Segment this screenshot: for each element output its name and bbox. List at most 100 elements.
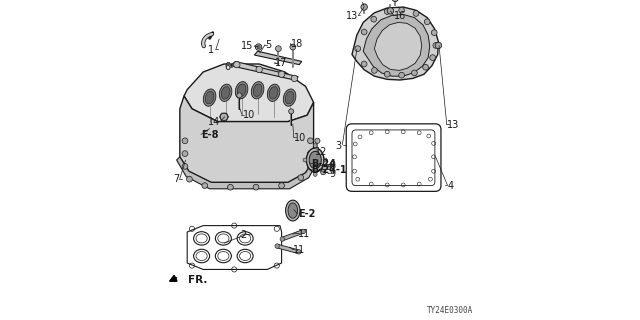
Circle shape [182,164,188,169]
Circle shape [303,158,307,162]
Circle shape [256,66,262,73]
Polygon shape [374,22,422,70]
Text: 18: 18 [291,39,303,49]
Circle shape [290,44,296,50]
Circle shape [435,42,442,49]
Circle shape [182,151,188,156]
Circle shape [361,4,367,10]
Circle shape [279,183,285,188]
Text: 10: 10 [294,132,307,143]
Ellipse shape [205,91,214,104]
Circle shape [323,158,328,162]
Polygon shape [364,14,430,76]
Circle shape [422,64,429,70]
Text: 6: 6 [224,62,230,72]
Ellipse shape [221,86,230,99]
Bar [322,164,330,169]
Text: TY24E0300A: TY24E0300A [428,306,474,315]
Circle shape [361,61,367,67]
Circle shape [228,184,234,190]
Circle shape [315,138,320,143]
Ellipse shape [284,89,296,106]
Ellipse shape [252,82,264,99]
Text: FR.: FR. [188,275,207,285]
Ellipse shape [285,91,294,104]
Text: 12: 12 [315,147,328,157]
Circle shape [237,93,242,98]
Circle shape [307,138,314,144]
Text: 1: 1 [207,44,214,55]
Circle shape [182,138,188,144]
Circle shape [220,113,228,121]
Text: 14: 14 [208,116,220,127]
Circle shape [187,176,192,182]
Ellipse shape [237,84,246,97]
Ellipse shape [309,151,321,169]
Circle shape [307,151,314,156]
Circle shape [430,55,435,60]
Ellipse shape [288,203,298,218]
Ellipse shape [220,84,232,101]
Polygon shape [277,244,299,254]
Circle shape [291,75,298,82]
Circle shape [387,8,394,14]
Circle shape [355,46,361,52]
Text: 8: 8 [330,161,336,172]
Text: B-24-1: B-24-1 [311,165,347,175]
Circle shape [280,237,285,241]
Text: 10: 10 [243,110,255,120]
Text: 2: 2 [240,230,246,240]
Text: 13: 13 [346,11,358,21]
Text: 5: 5 [266,40,272,50]
Text: 7: 7 [173,174,179,184]
Circle shape [431,30,437,36]
Circle shape [314,144,317,148]
Circle shape [392,0,398,2]
Polygon shape [282,229,303,241]
Circle shape [412,70,417,76]
Polygon shape [177,157,317,189]
Polygon shape [180,96,314,182]
Ellipse shape [204,89,216,106]
Circle shape [301,229,305,234]
Text: 4: 4 [448,180,454,191]
Circle shape [371,68,378,73]
Circle shape [384,9,390,14]
Circle shape [202,183,207,188]
Polygon shape [230,61,298,80]
Circle shape [275,244,280,248]
Circle shape [371,16,376,22]
Circle shape [399,72,404,78]
Circle shape [399,7,404,13]
Circle shape [424,19,430,25]
Text: E-2: E-2 [298,209,316,220]
Circle shape [234,61,240,68]
Ellipse shape [236,82,248,99]
Ellipse shape [268,84,280,101]
Circle shape [361,29,367,35]
Ellipse shape [269,86,278,99]
Circle shape [413,11,419,16]
Circle shape [321,170,326,175]
Text: 3: 3 [335,140,342,151]
Ellipse shape [285,200,300,221]
Circle shape [257,45,260,49]
Text: 9: 9 [330,169,336,180]
Circle shape [314,172,317,176]
Text: B-24: B-24 [311,159,336,169]
Circle shape [307,164,314,169]
Text: 11: 11 [292,244,305,255]
Circle shape [253,184,259,190]
Circle shape [275,46,282,52]
Text: 16: 16 [394,11,406,21]
Circle shape [289,109,294,114]
Text: 17: 17 [275,58,287,68]
Text: E-8: E-8 [202,130,219,140]
Ellipse shape [307,148,324,172]
Ellipse shape [253,84,262,97]
Circle shape [433,43,439,48]
Circle shape [255,44,262,50]
Polygon shape [184,64,314,122]
Text: 13: 13 [447,120,460,130]
Text: 15: 15 [241,41,253,52]
